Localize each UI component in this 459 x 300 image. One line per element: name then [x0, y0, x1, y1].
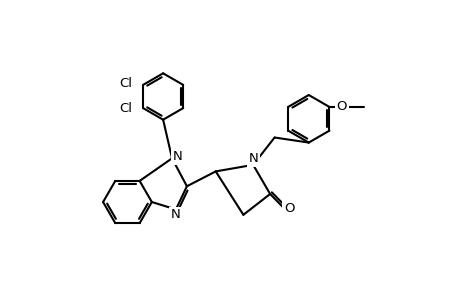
Text: N: N — [172, 150, 182, 163]
Text: Cl: Cl — [118, 77, 131, 90]
Text: O: O — [336, 100, 347, 113]
Text: N: N — [171, 208, 180, 221]
Text: O: O — [284, 202, 294, 215]
Text: Cl: Cl — [118, 102, 131, 115]
Text: N: N — [248, 152, 257, 165]
